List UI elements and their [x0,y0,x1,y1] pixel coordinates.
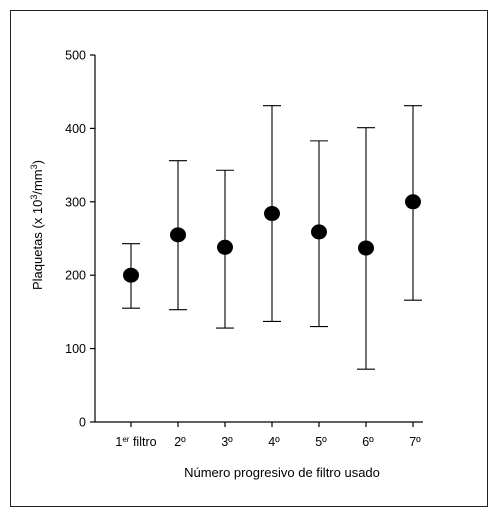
x-tick-label: 1er filtro [115,435,156,450]
y-axis-title-sup2: 3 [29,164,39,169]
y-axis-title-mid: /mm [30,169,45,194]
y-ticks: 0 100 200 300 400 500 [65,49,95,430]
x-ticks: 1er filtro 2º 3º 4º 5º 6º 7º [115,422,421,449]
y-axis-title-pre: Plaquetas (x 10 [30,200,45,290]
data-points [123,194,421,283]
x-tick-label: 6º [362,435,374,449]
figure-frame [10,10,488,507]
x-tick-label: 7º [409,435,421,449]
x-tick-label: 4º [268,435,280,449]
y-axis-title-sup1: 3 [29,195,39,200]
y-axis-title: Plaquetas (x 103/mm3) [29,160,45,290]
y-tick-label: 400 [65,122,86,136]
data-point [170,227,186,243]
error-bars [122,105,422,370]
x-tick-label: 5º [315,435,327,449]
x-tick-label: 2º [174,435,186,449]
data-point [217,239,233,255]
x-axis-title: Número progresivo de filtro usado [184,465,380,480]
y-tick-label: 200 [65,269,86,283]
data-point [311,224,327,240]
data-point [123,267,139,283]
y-tick-label: 300 [65,195,86,209]
axes [94,55,423,423]
data-point [405,194,421,210]
y-axis-title-post: ) [30,160,45,164]
y-tick-label: 0 [79,416,86,430]
data-point [264,206,280,222]
x-tick-label: 3º [221,435,233,449]
data-point [358,240,374,256]
y-tick-label: 100 [65,342,86,356]
y-tick-label: 500 [65,49,86,63]
